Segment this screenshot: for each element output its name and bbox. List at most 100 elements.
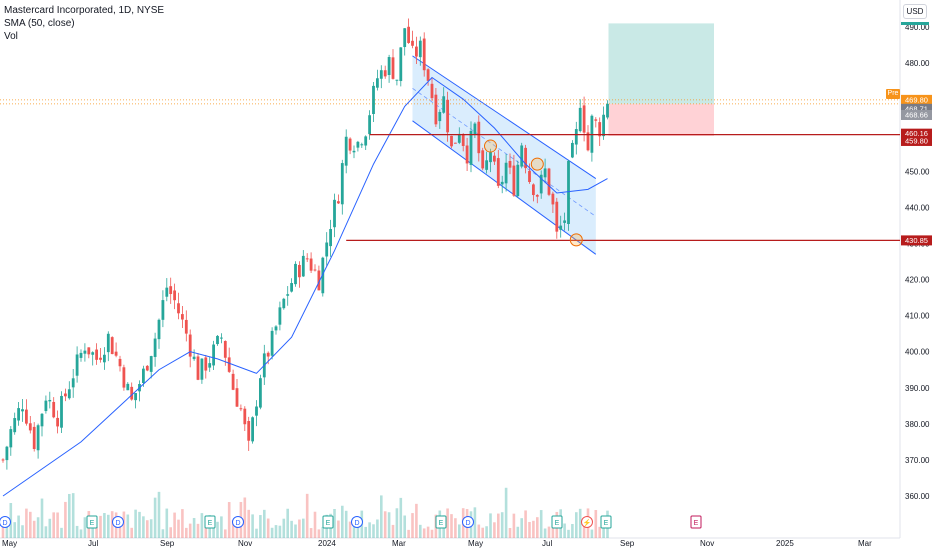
volume-bar: [52, 512, 55, 538]
volume-bar: [48, 518, 52, 538]
candle-body: [204, 357, 208, 371]
currency-button[interactable]: USD: [903, 4, 927, 19]
candle-body: [196, 356, 200, 380]
candle-body: [368, 115, 371, 135]
candle-body: [106, 333, 110, 353]
candle-body: [247, 420, 251, 441]
volume-bar: [411, 513, 414, 538]
volume-bar: [524, 510, 527, 538]
candle-body: [481, 150, 485, 169]
volume-bar: [270, 527, 274, 538]
candle-body: [547, 168, 551, 195]
candle-body: [340, 163, 344, 205]
event-marker-label: D: [115, 520, 120, 527]
candle-body: [278, 307, 282, 325]
candle-body: [266, 352, 270, 357]
candle-body: [212, 344, 215, 366]
volume-bar: [204, 524, 208, 538]
event-marker-label: D: [465, 520, 470, 527]
candle-body: [13, 418, 17, 433]
event-marker: [551, 515, 563, 529]
volume-bar: [157, 491, 161, 538]
volume-bar: [309, 528, 313, 538]
candle-body: [110, 337, 114, 355]
touch-circle: [484, 139, 497, 153]
volume-bar: [134, 509, 137, 538]
candle-body: [103, 354, 106, 363]
candle-body: [118, 358, 122, 367]
volume-bar: [177, 519, 180, 538]
event-marker: [462, 516, 474, 528]
price-label: 430.85: [905, 236, 928, 245]
candle-body: [418, 40, 422, 58]
y-tick-label: 450.00: [905, 167, 930, 176]
candle-body: [153, 338, 157, 357]
candle-body: [274, 326, 278, 331]
volume-bar: [575, 512, 578, 538]
sma-line: [2, 76, 608, 497]
y-tick-label: 400.00: [905, 348, 930, 357]
volume-bar: [302, 518, 305, 538]
candle-body: [220, 337, 223, 339]
candle-body: [317, 270, 321, 291]
candle-body: [532, 184, 535, 196]
legend-sma[interactable]: SMA (50, close): [4, 18, 75, 29]
volume-bar: [126, 514, 130, 538]
touch-circle: [530, 157, 544, 171]
candle-body: [411, 40, 414, 46]
y-tick-label: 490.00: [905, 23, 930, 32]
volume-bar: [146, 520, 149, 538]
event-marker-label: ⚡: [583, 518, 592, 527]
legend-title[interactable]: Mastercard Incorporated, 1D, NYSE: [4, 5, 165, 16]
event-marker-label: E: [208, 520, 213, 527]
price-label-bg: [901, 103, 932, 114]
candle-body: [87, 347, 91, 355]
candle-body: [243, 408, 247, 425]
volume-bar: [582, 519, 586, 538]
candle-body: [551, 193, 555, 205]
volume-bar: [563, 523, 566, 538]
y-tick-label: 380.00: [905, 420, 930, 429]
candle-body: [574, 129, 578, 145]
volume-bar: [547, 526, 551, 538]
volume-bar: [263, 509, 266, 538]
volume-bar: [75, 525, 79, 538]
event-marker-label: E: [90, 520, 95, 527]
candle-body: [469, 130, 473, 165]
volume-bar: [341, 505, 344, 538]
candle-body: [407, 26, 410, 43]
volume-bar: [539, 510, 543, 538]
candle-body: [60, 395, 63, 428]
candle-body: [485, 160, 488, 170]
candle-body: [126, 383, 130, 391]
volume-bar: [91, 523, 94, 538]
volume-bar: [56, 512, 59, 538]
volume-bar: [485, 526, 488, 538]
candle-body: [360, 144, 364, 146]
profit-zone: [608, 23, 714, 104]
x-tick-label: Nov: [238, 539, 252, 548]
event-marker-label: E: [326, 520, 331, 527]
candle-body: [36, 425, 40, 451]
volume-bar: [590, 529, 594, 538]
event-marker-label: D: [235, 520, 240, 527]
volume-bar: [422, 528, 426, 538]
volume-bar: [83, 517, 87, 538]
candle-body: [114, 351, 118, 356]
volume-bar: [473, 507, 477, 538]
candle-body: [438, 111, 442, 122]
event-marker-label: E: [439, 520, 444, 527]
legend-vol[interactable]: Vol: [4, 31, 18, 42]
candle-body: [173, 290, 176, 301]
volume-bar: [344, 510, 348, 538]
price-label: 468.71: [905, 104, 928, 113]
candle-body: [169, 286, 173, 295]
volume-bar: [313, 511, 317, 538]
future-earnings-marker: [690, 515, 702, 529]
candle-body: [298, 264, 301, 278]
volume-bar: [594, 509, 598, 538]
volume-bar: [317, 529, 321, 538]
volume-bar: [216, 521, 219, 538]
